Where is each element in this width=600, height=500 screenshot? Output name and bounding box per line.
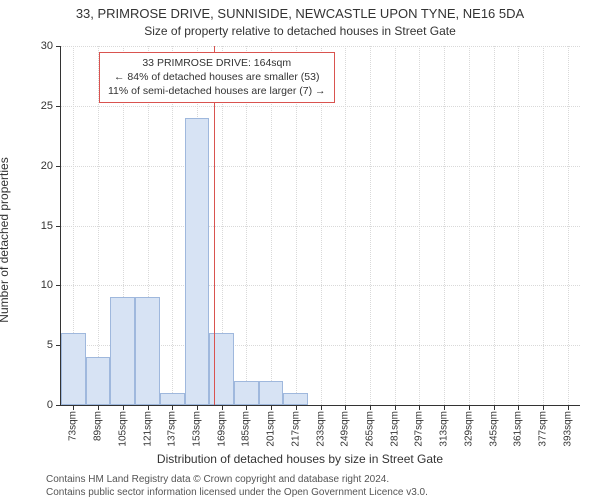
x-tick-label: 169sqm — [216, 411, 227, 447]
x-tick-label: 249sqm — [340, 411, 351, 447]
histogram-bar — [185, 118, 210, 405]
histogram-bar — [234, 381, 259, 405]
x-tick-label: 121sqm — [142, 411, 153, 447]
x-tick-label: 297sqm — [414, 411, 425, 447]
x-tick-mark — [296, 405, 297, 410]
y-tick-mark — [56, 226, 61, 227]
attribution-line-2: Contains public sector information licen… — [46, 487, 600, 500]
grid-line-horizontal — [61, 166, 580, 167]
y-tick-mark — [56, 285, 61, 286]
y-tick-mark — [56, 405, 61, 406]
x-tick-label: 281sqm — [389, 411, 400, 447]
x-tick-mark — [543, 405, 544, 410]
attribution-text: Contains HM Land Registry data © Crown c… — [0, 474, 600, 499]
x-tick-label: 105sqm — [117, 411, 128, 447]
x-tick-mark — [370, 405, 371, 410]
x-tick-mark — [321, 405, 322, 410]
x-tick-mark — [419, 405, 420, 410]
x-tick-mark — [246, 405, 247, 410]
x-tick-mark — [123, 405, 124, 410]
grid-line-horizontal — [61, 226, 580, 227]
y-axis-label: Number of detached properties — [0, 75, 11, 240]
x-tick-mark — [469, 405, 470, 410]
y-tick-label: 5 — [47, 339, 53, 351]
y-tick-mark — [56, 106, 61, 107]
histogram-bar — [283, 393, 308, 405]
callout-line: 11% of semi-detached houses are larger (… — [108, 84, 326, 98]
x-axis-label: Distribution of detached houses by size … — [0, 452, 600, 466]
x-tick-mark — [172, 405, 173, 410]
histogram-bar — [135, 297, 160, 405]
x-tick-mark — [444, 405, 445, 410]
histogram-bar — [110, 297, 135, 405]
y-tick-label: 25 — [41, 100, 53, 112]
histogram-bar — [259, 381, 284, 405]
x-tick-mark — [395, 405, 396, 410]
x-tick-label: 345sqm — [488, 411, 499, 447]
x-tick-label: 361sqm — [513, 411, 524, 447]
x-tick-mark — [568, 405, 569, 410]
x-tick-mark — [98, 405, 99, 410]
callout-box: 33 PRIMROSE DRIVE: 164sqm← 84% of detach… — [99, 52, 335, 103]
y-tick-label: 15 — [41, 220, 53, 232]
x-tick-mark — [197, 405, 198, 410]
chart-container: { "title_line1": "33, PRIMROSE DRIVE, SU… — [0, 0, 600, 500]
y-tick-label: 10 — [41, 279, 53, 291]
x-tick-mark — [518, 405, 519, 410]
y-tick-label: 0 — [47, 399, 53, 411]
x-tick-label: 393sqm — [562, 411, 573, 447]
callout-line: 33 PRIMROSE DRIVE: 164sqm — [108, 56, 326, 70]
x-tick-label: 153sqm — [191, 411, 202, 447]
x-tick-label: 185sqm — [241, 411, 252, 447]
histogram-bar — [86, 357, 111, 405]
x-tick-label: 89sqm — [93, 411, 104, 441]
x-tick-mark — [73, 405, 74, 410]
grid-line-horizontal — [61, 285, 580, 286]
x-tick-mark — [148, 405, 149, 410]
x-tick-label: 217sqm — [290, 411, 301, 447]
histogram-bar — [61, 333, 86, 405]
attribution-line-1: Contains HM Land Registry data © Crown c… — [46, 474, 600, 487]
x-tick-label: 137sqm — [167, 411, 178, 447]
x-tick-label: 265sqm — [364, 411, 375, 447]
chart-title: 33, PRIMROSE DRIVE, SUNNISIDE, NEWCASTLE… — [0, 6, 600, 21]
plot-area: 73sqm89sqm105sqm121sqm137sqm153sqm169sqm… — [60, 46, 580, 406]
grid-line-horizontal — [61, 106, 580, 107]
x-tick-mark — [222, 405, 223, 410]
x-tick-label: 377sqm — [537, 411, 548, 447]
x-tick-label: 233sqm — [315, 411, 326, 447]
x-tick-mark — [271, 405, 272, 410]
y-tick-mark — [56, 46, 61, 47]
x-tick-mark — [494, 405, 495, 410]
x-tick-label: 201sqm — [266, 411, 277, 447]
y-tick-label: 20 — [41, 160, 53, 172]
histogram-bar — [160, 393, 185, 405]
x-tick-label: 329sqm — [463, 411, 474, 447]
x-tick-label: 313sqm — [439, 411, 450, 447]
callout-line: ← 84% of detached houses are smaller (53… — [108, 70, 326, 84]
x-tick-mark — [345, 405, 346, 410]
grid-line-horizontal — [61, 46, 580, 47]
chart-subtitle: Size of property relative to detached ho… — [0, 24, 600, 38]
x-tick-label: 73sqm — [68, 411, 79, 441]
y-tick-mark — [56, 166, 61, 167]
y-tick-label: 30 — [41, 40, 53, 52]
